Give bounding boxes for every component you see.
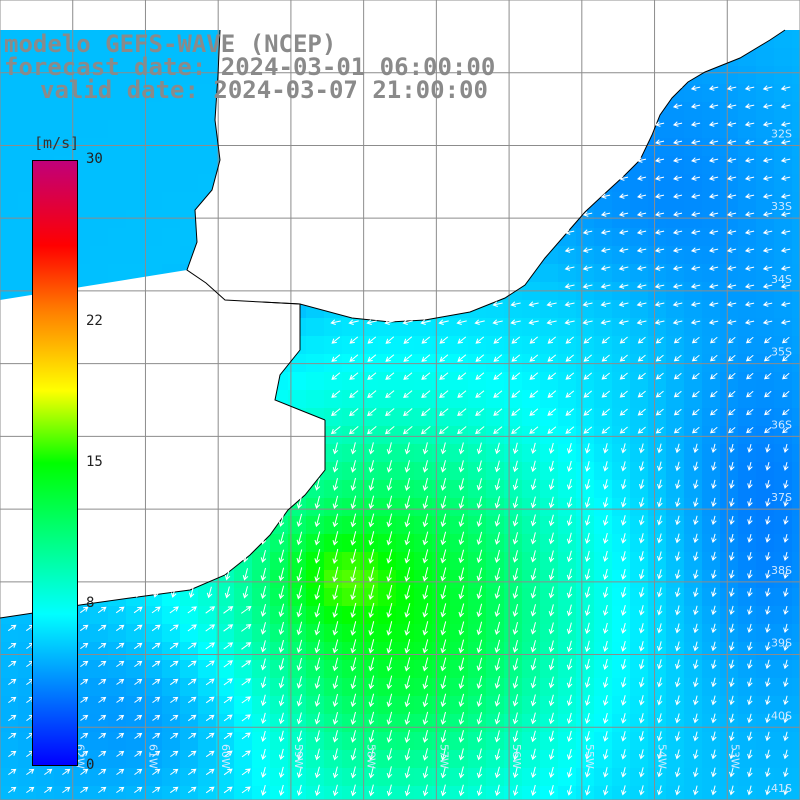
- lat-label: 38S: [771, 564, 792, 577]
- colorbar-unit: [m/s]: [34, 134, 80, 152]
- lon-label: 60W: [219, 744, 232, 769]
- lon-label: 54W: [656, 744, 669, 769]
- lat-label: 32S: [771, 127, 792, 140]
- land-mask: [0, 0, 800, 618]
- lon-label: 61W: [146, 744, 159, 769]
- lat-label: 33S: [771, 200, 792, 213]
- land-west: [0, 270, 325, 618]
- lat-label: 40S: [771, 709, 792, 722]
- title-forecast-date: forecast date: 2024-03-01 06:00:00: [4, 53, 496, 81]
- lat-label: 35S: [771, 346, 792, 359]
- lat-label: 39S: [771, 637, 792, 650]
- lon-label: 53W: [728, 744, 741, 769]
- lat-label: 37S: [771, 491, 792, 504]
- coastline-estuary: [261, 301, 326, 421]
- lat-label: 36S: [771, 418, 792, 431]
- lon-label: 59W: [292, 744, 305, 769]
- coastline-north: [186, 29, 786, 323]
- colorbar-tick-label: 0: [86, 757, 95, 773]
- colorbar-tick-label: 8: [86, 595, 95, 612]
- colorbar-tick-label: 15: [86, 454, 103, 470]
- lon-label: 57W: [437, 744, 450, 769]
- colorbar-tick-label: 30: [86, 151, 103, 167]
- lon-label: 56W: [510, 744, 523, 769]
- lon-label: 58W: [365, 744, 378, 769]
- title-valid-date: valid date: 2024-03-07 21:00:00: [40, 76, 488, 104]
- colorbar: [32, 160, 78, 766]
- lat-label: 34S: [771, 273, 792, 286]
- colorbar-tick-label: 22: [86, 312, 103, 329]
- lat-label: 41S: [771, 782, 792, 795]
- title-model: modelo GEFS-WAVE (NCEP): [4, 30, 337, 58]
- land-north: [0, 0, 800, 322]
- lon-label: 55W: [583, 744, 596, 769]
